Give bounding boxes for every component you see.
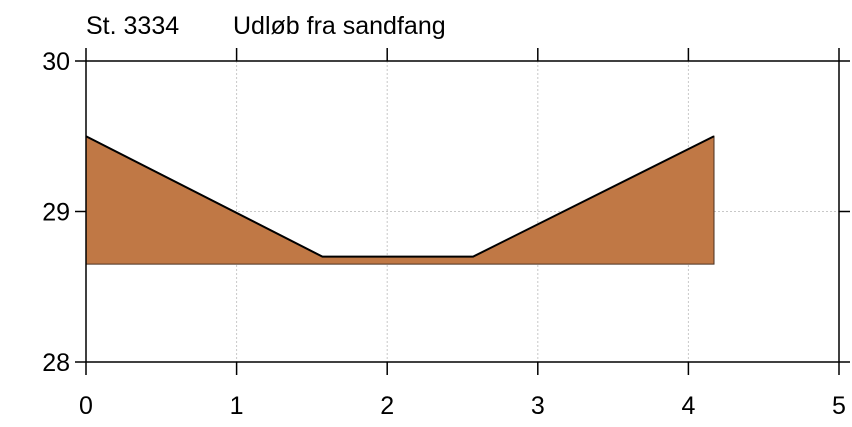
x-tick-label: 0: [79, 392, 93, 420]
chart-title-name: Udløb fra sandfang: [233, 12, 446, 40]
chart-title-station: St. 3334: [86, 12, 179, 40]
y-tick-label: 28: [42, 349, 70, 377]
terrain-profile-line: [85, 135, 715, 258]
x-tick-label: 2: [380, 392, 394, 420]
x-tick-label: 4: [681, 392, 695, 420]
x-tick-label: 1: [230, 392, 244, 420]
x-tick-label: 5: [832, 392, 846, 420]
tick-labels: 0 1 2 3 4 5 28 29 30: [42, 48, 846, 420]
x-tick-label: 3: [531, 392, 545, 420]
y-tick-label: 29: [42, 199, 70, 227]
y-tick-label: 30: [42, 48, 70, 76]
cross-section-fill: [85, 135, 715, 265]
cross-section-area: [85, 135, 715, 265]
axis-ticks: [75, 48, 850, 375]
